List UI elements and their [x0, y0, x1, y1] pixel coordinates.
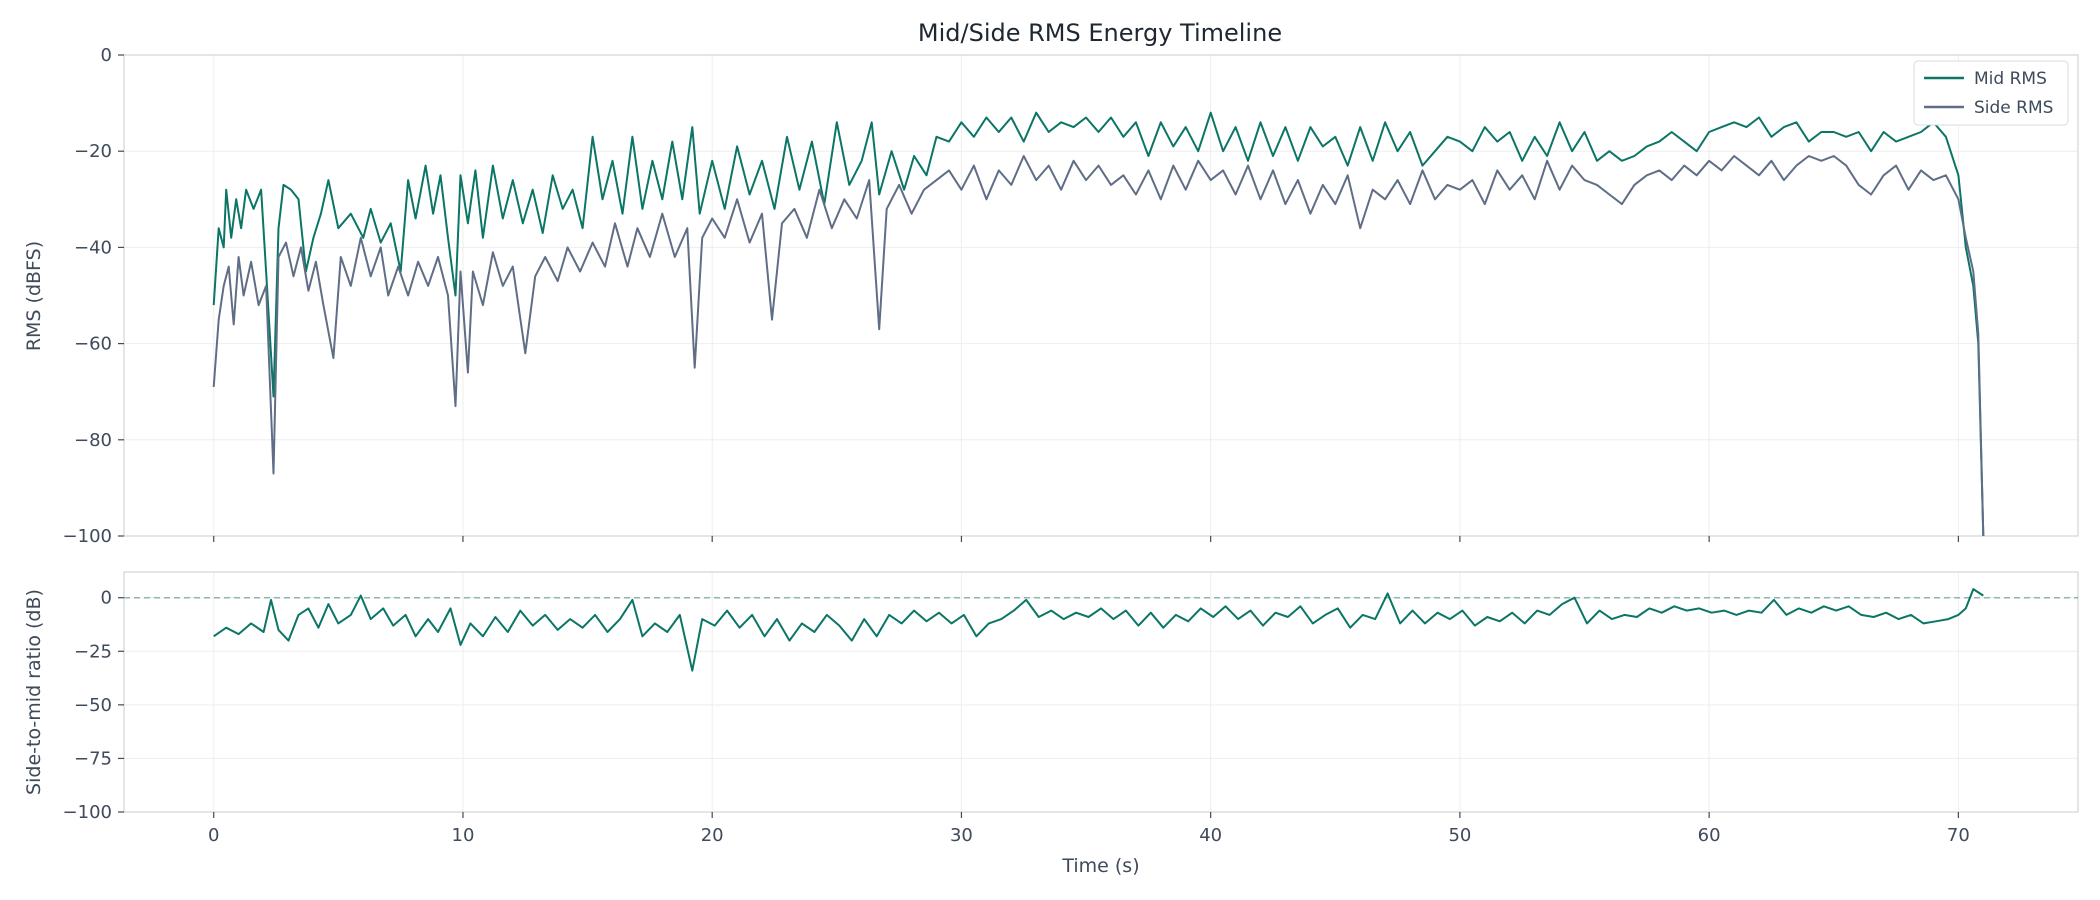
ratio-x-tick-label: 60: [1698, 825, 1721, 846]
rms-series: [212, 111, 1985, 537]
ratio-y-tick-label: −50: [74, 695, 112, 716]
rms-y-tick-label: −40: [74, 237, 112, 258]
ratio-y-ticks: 0 −25 −50 −75 −100: [63, 588, 124, 823]
ratio-panel: 0 10 20 30 40 50 60 70 0 −25 −50 −75 −100 Side-to-m…: [23, 571, 2079, 877]
legend-side-label: Side RMS: [1974, 98, 2053, 118]
ratio-y-tick-label: 0: [101, 588, 112, 609]
ratio-x-tick-label: 40: [1199, 825, 1222, 846]
side-rms-line: [212, 155, 1985, 537]
side-to-mid-ratio-line: [213, 588, 1984, 672]
rms-y-tick-label: −100: [63, 526, 112, 547]
rms-y-tick-label: −60: [74, 334, 112, 355]
ratio-x-tick-label: 70: [1947, 825, 1970, 846]
ratio-series: [213, 588, 1984, 672]
rms-y-axis-label: RMS (dBFS): [23, 241, 45, 351]
rms-y-ticks: 0 −20 −40 −60 −80 −100: [63, 45, 124, 547]
ratio-y-tick-label: −25: [74, 641, 112, 662]
ratio-y-tick-label: −75: [74, 748, 112, 769]
ratio-x-tick-label: 50: [1448, 825, 1471, 846]
ratio-plot-frame: [123, 571, 2079, 813]
ratio-x-tick-label: 10: [452, 825, 475, 846]
ratio-x-ticks: 0 10 20 30 40 50 60 70: [208, 812, 1970, 846]
legend: Mid RMS Side RMS: [1913, 60, 2069, 126]
rms-x-ticks: [213, 536, 1959, 542]
rms-plot-frame: [123, 54, 2079, 537]
chart-title: Mid/Side RMS Energy Timeline: [918, 19, 1282, 47]
rms-y-tick-label: −20: [74, 141, 112, 162]
x-axis-label: Time (s): [1061, 855, 1139, 877]
ratio-x-tick-label: 30: [950, 825, 973, 846]
ratio-x-tick-label: 20: [701, 825, 724, 846]
ratio-x-tick-label: 0: [208, 825, 219, 846]
rms-panel: 0 −20 −40 −60 −80 −100 RMS (dBFS) Mid RMS Sid…: [23, 45, 2079, 547]
rms-y-tick-label: −80: [74, 430, 112, 451]
rms-y-tick-label: 0: [101, 45, 112, 66]
ratio-y-axis-label: Side-to-mid ratio (dB): [23, 589, 45, 795]
legend-mid-label: Mid RMS: [1974, 69, 2047, 89]
mid-rms-line: [212, 111, 1985, 537]
ratio-y-tick-label: −100: [63, 802, 112, 823]
